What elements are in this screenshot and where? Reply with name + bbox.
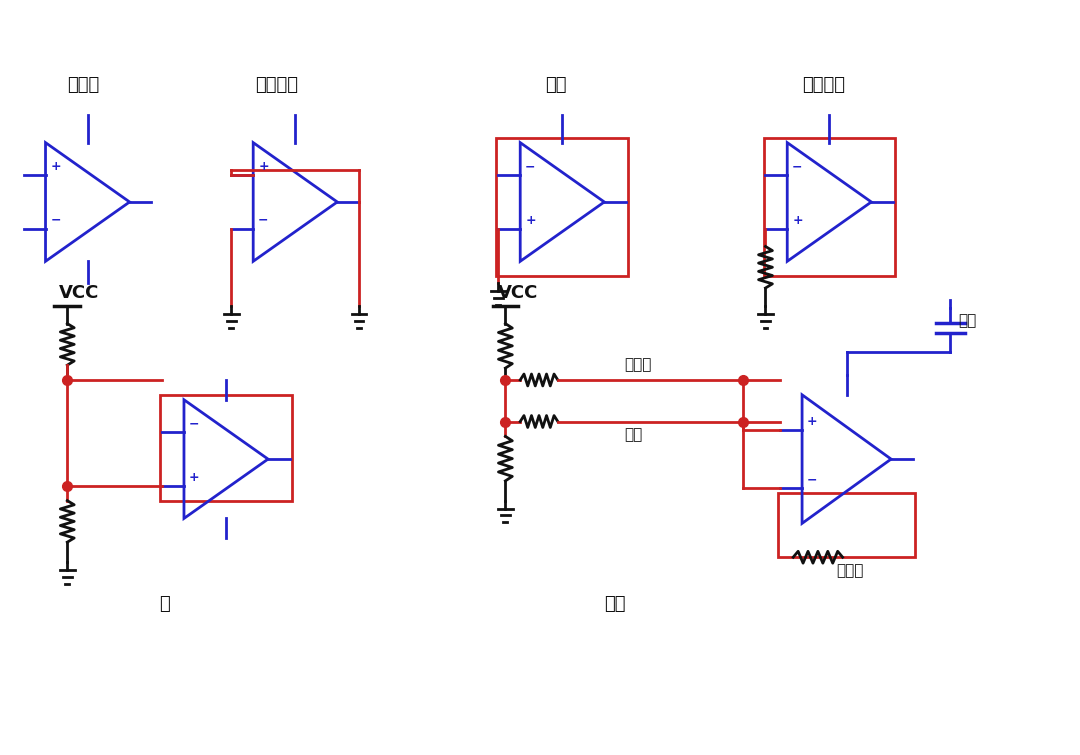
Text: −: − [51, 214, 60, 226]
Text: 永远不要: 永远不要 [255, 76, 298, 94]
Text: 死脑筋: 死脑筋 [67, 76, 99, 94]
Text: −: − [525, 160, 536, 174]
Text: 开路: 开路 [958, 313, 976, 328]
Text: +: + [525, 214, 536, 226]
Text: +: + [807, 415, 818, 428]
Text: 好: 好 [159, 595, 170, 612]
Text: 零电阻: 零电阻 [624, 357, 651, 372]
Text: 开路: 开路 [624, 427, 643, 442]
Text: −: − [189, 418, 200, 430]
Bar [764, 137, 895, 276]
Text: 不要: 不要 [545, 76, 566, 94]
Text: +: + [51, 160, 62, 174]
Text: 零电阻: 零电阻 [837, 563, 864, 578]
Text: +: + [793, 214, 802, 226]
Text: +: + [189, 471, 200, 484]
Bar [779, 493, 915, 557]
Text: 一样糟糕: 一样糟糕 [802, 76, 845, 94]
Text: −: − [807, 473, 818, 486]
Text: 漂亮: 漂亮 [605, 595, 625, 612]
Text: −: − [258, 214, 269, 226]
Text: VCC: VCC [498, 284, 538, 302]
Text: +: + [258, 160, 269, 174]
Text: −: − [793, 160, 802, 174]
Bar [160, 395, 292, 501]
Text: VCC: VCC [59, 284, 99, 302]
Bar [497, 137, 627, 276]
